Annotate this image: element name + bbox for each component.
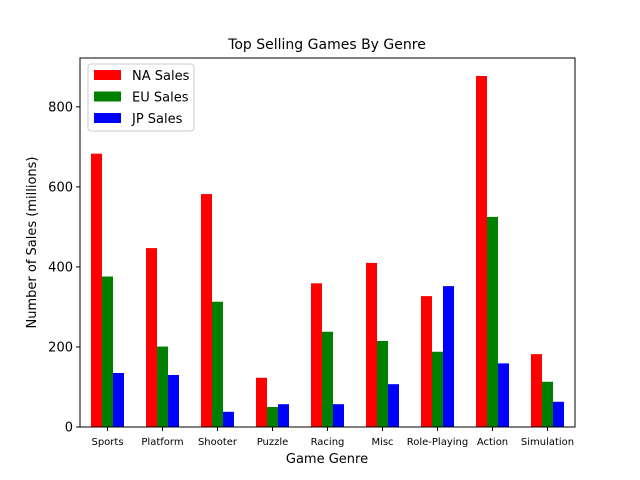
x-tick-label: Puzzle xyxy=(257,437,289,448)
x-tick-label: Action xyxy=(477,437,508,448)
x-tick-label: Shooter xyxy=(198,437,238,448)
bar-jp-sales-platform xyxy=(168,374,179,427)
bar-eu-sales-puzzle xyxy=(267,406,278,427)
legend-label-na-sales: NA Sales xyxy=(132,69,190,84)
y-tick-label: 800 xyxy=(48,100,73,115)
bar-eu-sales-misc xyxy=(377,340,388,427)
bar-eu-sales-role-playing xyxy=(432,351,443,427)
x-tick-label: Platform xyxy=(141,437,183,448)
x-tick-label: Role-Playing xyxy=(407,437,468,448)
x-axis-label: Game Genre xyxy=(286,452,368,467)
bar-eu-sales-platform xyxy=(157,346,168,427)
x-tick-label: Misc xyxy=(371,437,393,448)
y-tick-label: 400 xyxy=(48,260,73,275)
x-tick-label: Simulation xyxy=(521,437,574,448)
legend: NA Sales EU Sales JP Sales xyxy=(87,63,195,132)
bar-jp-sales-simulation xyxy=(553,401,564,427)
bar-jp-sales-action xyxy=(498,363,509,427)
bar-eu-sales-shooter xyxy=(212,301,223,427)
y-axis-label: Number of Sales (millions) xyxy=(25,157,40,329)
x-axis: Sports Platform Shooter Puzzle Racing Misc Rol… xyxy=(91,427,574,448)
bar-jp-sales-puzzle xyxy=(278,404,289,427)
y-tick-label: 0 xyxy=(65,421,73,436)
legend-swatch-eu-sales xyxy=(94,91,121,102)
bar-na-sales-role-playing xyxy=(421,296,432,427)
bar-eu-sales-action xyxy=(487,216,498,427)
bar-jp-sales-sports xyxy=(113,372,124,427)
x-tick-label: Racing xyxy=(311,437,345,448)
bar-jp-sales-role-playing xyxy=(443,286,454,427)
bar-na-sales-puzzle xyxy=(256,377,267,427)
legend-label-eu-sales: EU Sales xyxy=(132,91,189,106)
y-tick-label: 200 xyxy=(48,340,73,355)
legend-swatch-na-sales xyxy=(94,70,121,80)
bar-eu-sales-racing xyxy=(322,331,333,427)
bar-eu-sales-sports xyxy=(102,276,113,427)
bar-jp-sales-racing xyxy=(333,404,344,427)
bar-na-sales-racing xyxy=(311,283,322,427)
y-tick-label: 600 xyxy=(48,180,73,195)
bar-na-sales-platform xyxy=(146,248,157,427)
legend-label-jp-sales: JP Sales xyxy=(131,112,183,127)
bar-na-sales-shooter xyxy=(201,194,212,427)
y-axis: 0 200 400 600 800 xyxy=(48,100,80,436)
bar-na-sales-misc xyxy=(366,262,377,427)
bar-na-sales-sports xyxy=(91,153,102,427)
bar-jp-sales-shooter xyxy=(223,411,234,427)
x-tick-label: Sports xyxy=(91,437,123,448)
bar-na-sales-action xyxy=(476,76,487,427)
chart-title: Top Selling Games By Genre xyxy=(227,37,426,53)
bars-group xyxy=(91,76,564,427)
bar-jp-sales-misc xyxy=(388,384,399,427)
bar-eu-sales-simulation xyxy=(542,381,553,427)
legend-swatch-jp-sales xyxy=(94,113,121,123)
bar-na-sales-simulation xyxy=(531,354,542,427)
